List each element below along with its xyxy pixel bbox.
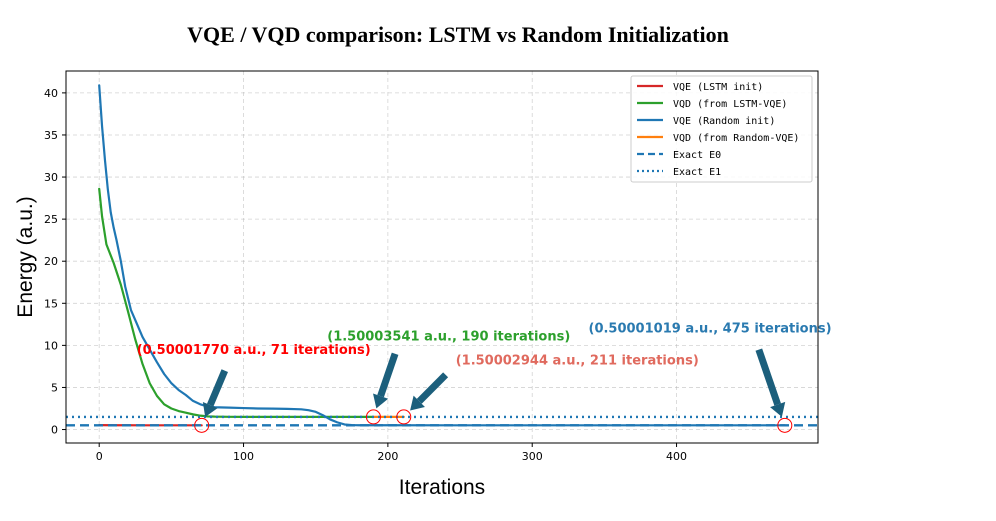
y-tick-label: 5 <box>51 381 58 394</box>
y-tick-label: 10 <box>44 339 58 352</box>
annotation-label: (0.50001019 a.u., 475 iterations) <box>589 322 832 337</box>
annotation-arrow-shaft <box>759 350 778 405</box>
legend-entry: Exact E1 <box>673 167 721 178</box>
vqd-from-lstm-vqe-line <box>99 189 373 417</box>
x-tick-label: 400 <box>666 450 687 463</box>
annotation-layer: (0.50001770 a.u., 71 iterations)(1.50003… <box>137 322 832 417</box>
ticks: 0 100 200 300 400 0 5 10 15 20 25 30 35 40 <box>44 87 687 463</box>
marker-layer <box>195 410 792 432</box>
y-tick-label: 30 <box>44 171 58 184</box>
y-tick-label: 40 <box>44 87 58 100</box>
annotation-arrow-shaft <box>419 375 445 401</box>
annotation-label: (0.50001770 a.u., 71 iterations) <box>137 343 371 358</box>
x-tick-label: 300 <box>522 450 543 463</box>
legend-entry: VQD (from LSTM-VQE) <box>673 99 787 110</box>
legend: VQE (LSTM init) VQD (from LSTM-VQE) VQE (R… <box>631 76 812 182</box>
y-tick-label: 20 <box>44 255 58 268</box>
annotation-label: (1.50003541 a.u., 190 iterations) <box>327 329 570 344</box>
legend-entry: VQD (from Random-VQE) <box>673 133 799 144</box>
y-axis-label: Energy (a.u.) <box>14 196 37 317</box>
chart-title: VQE / VQD comparison: LSTM vs Random Ini… <box>187 22 729 47</box>
legend-entry: VQE (Random init) <box>673 116 775 127</box>
x-tick-label: 100 <box>233 450 254 463</box>
annotation-label: (1.50002944 a.u., 211 iterations) <box>456 354 699 369</box>
y-tick-label: 15 <box>44 297 58 310</box>
legend-entry: VQE (LSTM init) <box>673 82 763 93</box>
x-tick-label: 0 <box>96 450 103 463</box>
y-tick-label: 35 <box>44 129 58 142</box>
legend-entry: Exact E0 <box>673 150 721 161</box>
x-axis-label: Iterations <box>399 476 485 499</box>
y-tick-label: 25 <box>44 213 58 226</box>
x-tick-label: 200 <box>377 450 398 463</box>
y-tick-label: 0 <box>51 424 58 437</box>
